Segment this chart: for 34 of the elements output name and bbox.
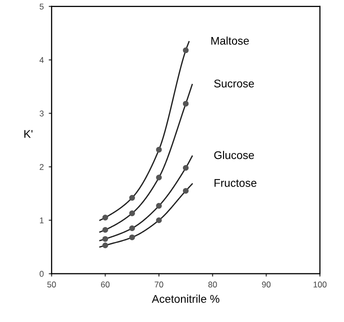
y-tick-label: 1 xyxy=(40,218,44,224)
text: Fructose xyxy=(214,179,256,187)
point xyxy=(102,214,108,220)
y-tick-label: 0 xyxy=(40,270,44,277)
series-label: Glucose xyxy=(214,150,254,160)
y-tick-label: 4 xyxy=(40,57,44,63)
series-label: Sucrose xyxy=(214,80,254,88)
point xyxy=(129,225,135,232)
point xyxy=(156,174,162,180)
x-axis-title: Acetonitrile % xyxy=(152,294,220,303)
point xyxy=(182,164,189,171)
point xyxy=(156,217,162,224)
point xyxy=(129,234,135,240)
text: Maltose xyxy=(211,36,249,45)
y-axis-title: K' xyxy=(24,130,32,138)
point xyxy=(156,146,162,153)
x-tick-label: 100 xyxy=(314,282,327,288)
y-tick-label: 5 xyxy=(40,4,44,10)
point xyxy=(156,202,162,209)
x-tick-label: 60 xyxy=(101,282,110,288)
y-tick-label: 3 xyxy=(40,110,44,116)
point xyxy=(182,188,189,194)
x-tick-label: 50 xyxy=(47,282,56,288)
y-tick-label: 2 xyxy=(40,164,44,170)
point xyxy=(129,194,135,201)
point xyxy=(102,236,108,242)
point xyxy=(102,242,108,248)
x-tick-label: 80 xyxy=(208,282,217,288)
point xyxy=(129,210,135,216)
x-tick-label: 90 xyxy=(262,282,271,288)
point xyxy=(182,47,189,54)
point xyxy=(102,226,108,233)
x-tick-label: 70 xyxy=(154,282,164,288)
point xyxy=(182,100,189,107)
